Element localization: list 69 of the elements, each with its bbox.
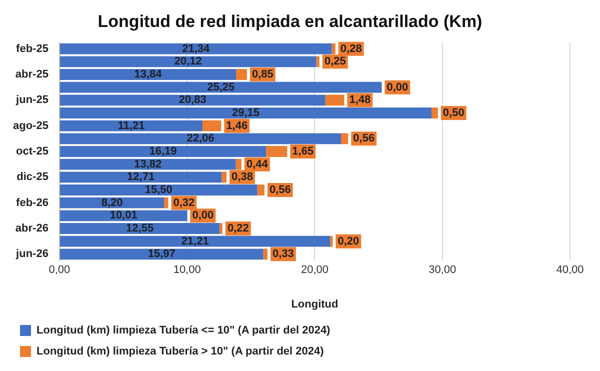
data-label: 16,19 [149, 146, 177, 158]
data-label: 0,56 [269, 184, 291, 196]
data-label: 0,38 [232, 171, 253, 184]
data-label: 13,84 [134, 68, 163, 81]
data-label: 1,48 [349, 94, 371, 106]
bar [257, 184, 264, 196]
data-label: 0,00 [192, 210, 214, 222]
y-tick-label: ago-25 [12, 120, 48, 132]
data-label: 0,44 [246, 158, 269, 170]
data-label: 0,25 [324, 56, 346, 68]
data-label: 0,56 [353, 132, 375, 145]
bar [432, 108, 438, 118]
data-label: 15,50 [144, 184, 172, 196]
y-tick-label: abr-25 [15, 68, 48, 81]
bar [236, 69, 247, 80]
data-label: 29,15 [232, 107, 260, 120]
data-label: 0,00 [386, 81, 408, 94]
data-label: 12,71 [127, 171, 155, 184]
y-tick-label: oct-25 [16, 146, 48, 158]
x-axis-title: Longitud [291, 298, 338, 310]
x-tick-label: 20,00 [300, 264, 328, 276]
data-label: 0,22 [227, 222, 249, 235]
data-label: 15,97 [148, 248, 176, 260]
data-label: 20,83 [178, 94, 206, 106]
data-label: 22,06 [186, 132, 214, 145]
data-label: 0,85 [252, 68, 274, 81]
data-label: 25,25 [207, 81, 235, 94]
y-tick-label: dic-25 [16, 171, 48, 184]
data-label: 0,50 [442, 107, 464, 120]
bar [263, 248, 268, 260]
data-label: 10,01 [110, 210, 138, 222]
bar [60, 108, 432, 118]
data-label: 1,46 [226, 120, 248, 132]
x-tick-label: 0,00 [48, 264, 70, 276]
x-tick-label: 10,00 [173, 264, 201, 276]
bar [330, 236, 333, 247]
data-label: 0,32 [173, 196, 195, 209]
bar [341, 133, 348, 144]
y-tick-label: jun-26 [15, 248, 48, 260]
bar [202, 120, 222, 132]
data-label: 8,20 [101, 196, 123, 209]
y-tick-label: abr-26 [15, 222, 48, 235]
data-label: 20,12 [174, 56, 202, 68]
data-label: 21,34 [182, 42, 211, 55]
y-tick-label: feb-25 [16, 42, 48, 55]
bar [316, 56, 320, 68]
bar [60, 184, 258, 196]
chart-title: Longitud de red limpiada en alcantarillado (Km) [98, 12, 482, 31]
y-tick-label: jun-25 [15, 94, 48, 106]
legend-label: Longitud (km) limpieza Tubería <= 10" (A partir del 2024) [36, 324, 331, 337]
data-label: 11,21 [118, 120, 145, 132]
data-label: 12,55 [126, 222, 154, 235]
bar [164, 197, 168, 208]
bar [60, 146, 266, 157]
data-label: 0,28 [340, 42, 362, 55]
x-tick-label: 40,00 [556, 264, 584, 276]
legend-label: Longitud (km) limpieza Tubería > 10" (A partir del 2024) [36, 346, 324, 358]
bar [222, 172, 227, 183]
data-label: 1,65 [292, 146, 314, 158]
data-label: 21,21 [181, 235, 209, 248]
y-tick-label: feb-26 [16, 196, 48, 209]
bar [220, 223, 222, 234]
data-label: 0,20 [338, 235, 360, 248]
data-label: 13,82 [134, 158, 162, 170]
bar [60, 223, 220, 234]
x-tick-label: 30,00 [428, 264, 456, 276]
bar [325, 94, 344, 106]
bar [60, 69, 236, 80]
data-label: 0,33 [272, 248, 294, 260]
